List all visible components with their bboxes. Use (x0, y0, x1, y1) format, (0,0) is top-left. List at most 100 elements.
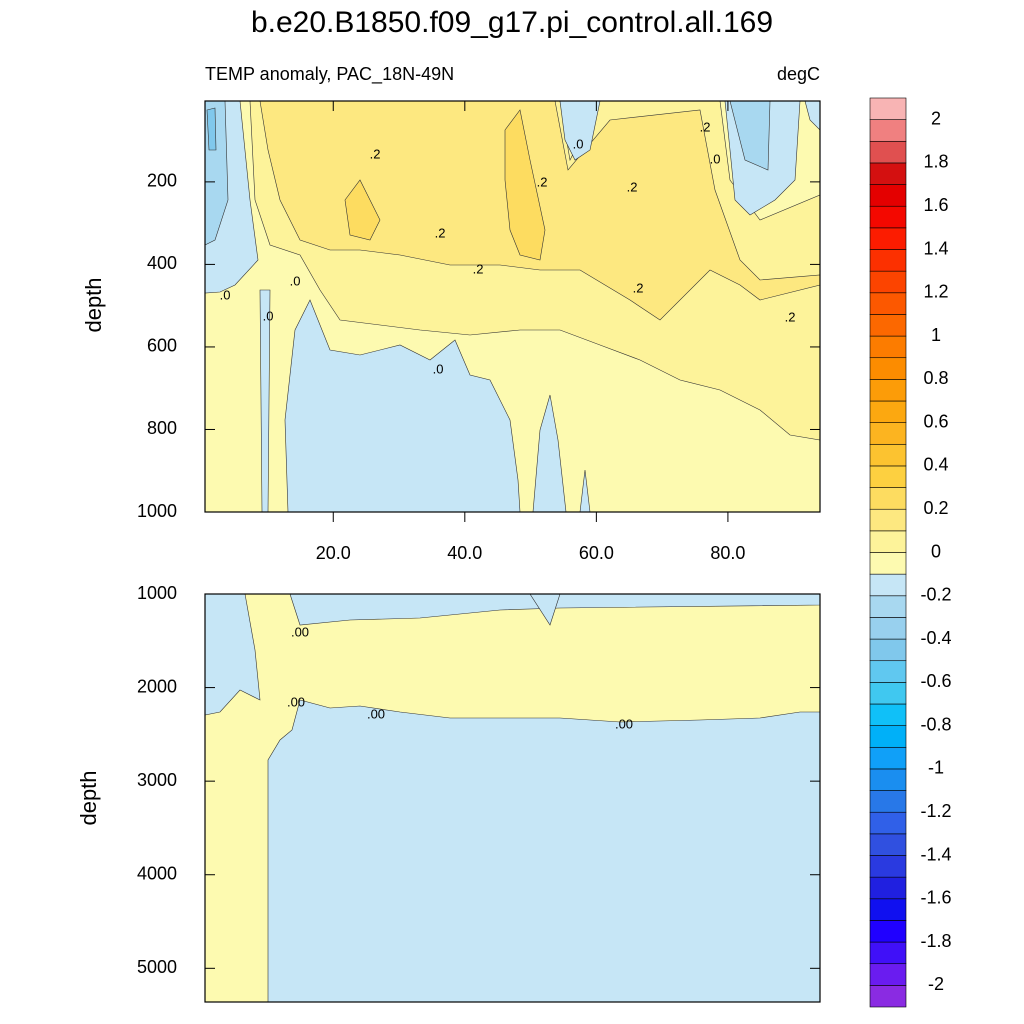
colorbar-box (869, 573, 907, 597)
colorbar-label: -2 (928, 974, 944, 994)
colorbar-box (869, 270, 907, 294)
subtitle-left: TEMP anomaly, PAC_18N-49N (205, 64, 454, 85)
y-tick-label: 3000 (137, 770, 177, 790)
colorbar-box (869, 876, 907, 900)
colorbar-box (869, 682, 907, 705)
x-tick-label: 60.0 (579, 543, 614, 563)
colorbar-label: -1.4 (920, 844, 951, 864)
contour-fill-bottom (204, 593, 821, 1003)
colorbar-box (869, 162, 907, 185)
colorbar-label: 0.4 (923, 455, 948, 475)
contour-label: .2 (700, 119, 711, 134)
contour-label: .2 (537, 174, 548, 189)
colorbar-box (869, 227, 907, 250)
colorbar-box (869, 746, 907, 770)
colorbar-box (869, 920, 907, 943)
colorbar-label: -1 (928, 758, 944, 778)
colorbar-box (869, 833, 907, 856)
colorbar-label: 2 (931, 108, 941, 128)
colorbar-box (869, 443, 907, 467)
colorbar-label: -1.2 (920, 801, 951, 821)
colorbar-box (869, 314, 907, 337)
contour-label: .2 (785, 309, 796, 324)
colorbar-box (869, 184, 907, 207)
contour-labels: .2 .0 .2 .0 .2 .2 .2 .2 .0 .0 .2 .0 .2 .… (220, 119, 796, 731)
chart-title: b.e20.B1850.f09_g17.pi_control.all.169 (251, 6, 773, 39)
colorbar-box (869, 422, 907, 445)
colorbar-box (869, 119, 907, 142)
colorbar-box (869, 379, 907, 402)
contour-label: .2 (627, 179, 638, 194)
x-tick-label: 40.0 (447, 543, 482, 563)
colorbar-box (869, 140, 907, 164)
colorbar-box (869, 508, 907, 532)
colorbar-box (869, 335, 907, 359)
subtitle-right: degC (777, 64, 820, 84)
colorbar-box (869, 638, 907, 662)
colorbar-box (869, 465, 907, 488)
colorbar-box (869, 985, 907, 1008)
colorbar-box (869, 97, 907, 120)
colorbar-label: -0.8 (920, 714, 951, 734)
y-tick-label: 4000 (137, 863, 177, 883)
colorbar-label: 0.8 (923, 368, 948, 388)
plot-frame (204, 100, 821, 513)
colorbar-box (869, 249, 907, 272)
colorbar-label: 1.4 (923, 238, 948, 258)
y-axis-label: depth (81, 277, 106, 332)
colorbar-box (869, 855, 907, 878)
colorbar-box (869, 790, 907, 813)
contour-label: .0 (290, 273, 301, 288)
y-tick-label: 800 (147, 418, 177, 438)
colorbar-label: 0.2 (923, 498, 948, 518)
x-tick-label: 20.0 (316, 543, 351, 563)
x-tick-label: 80.0 (710, 543, 745, 563)
colorbar-box (869, 357, 907, 380)
colorbar-box (869, 595, 907, 618)
y-tick-label: 1000 (137, 501, 177, 521)
colorbar-box (869, 552, 907, 575)
colorbar-box (869, 617, 907, 640)
colorbar-label: 1.6 (923, 195, 948, 215)
colorbar-label: -0.2 (920, 585, 951, 605)
contour-label: .2 (473, 261, 484, 276)
colorbar-label: -1.6 (920, 888, 951, 908)
colorbar-box (869, 941, 907, 965)
contour-label: .0 (220, 287, 231, 302)
contour-label: .2 (435, 225, 446, 240)
y-axis-label: depth (76, 770, 101, 825)
colorbar-label: 1 (931, 325, 941, 345)
contour-label: .2 (633, 280, 644, 295)
colorbar-box (869, 963, 907, 986)
colorbar-label: 0 (931, 541, 941, 561)
colorbar-label: -1.8 (920, 931, 951, 951)
contour-label: .0 (710, 151, 721, 166)
colorbar-box (869, 400, 907, 423)
y-tick-label: 1000 (137, 583, 177, 603)
colorbar-box (869, 768, 907, 791)
colorbar-box (869, 811, 907, 835)
colorbar-box (869, 898, 907, 921)
colorbar-box (869, 487, 907, 510)
contour-label: .0 (433, 361, 444, 376)
y-tick-label: 200 (147, 171, 177, 191)
y-tick-label: 2000 (137, 676, 177, 696)
y-tick-label: 600 (147, 336, 177, 356)
contour-label: .0 (263, 308, 274, 323)
colorbar-box (869, 530, 907, 553)
colorbar-label: 0.6 (923, 411, 948, 431)
colorbar-box (869, 703, 907, 726)
contour-label: .00 (287, 694, 305, 709)
contour-label: .00 (291, 624, 309, 639)
contour-fill-top (204, 100, 821, 513)
colorbar-box (869, 292, 907, 315)
colorbar-box (869, 725, 907, 748)
contour-label: .00 (367, 706, 385, 721)
contour-label: .00 (615, 716, 633, 731)
y-tick-label: 400 (147, 253, 177, 273)
colorbar-box (869, 205, 907, 229)
contour-label: .0 (573, 136, 584, 151)
colorbar-label: 1.8 (923, 152, 948, 172)
colorbar-label: 1.2 (923, 282, 948, 302)
